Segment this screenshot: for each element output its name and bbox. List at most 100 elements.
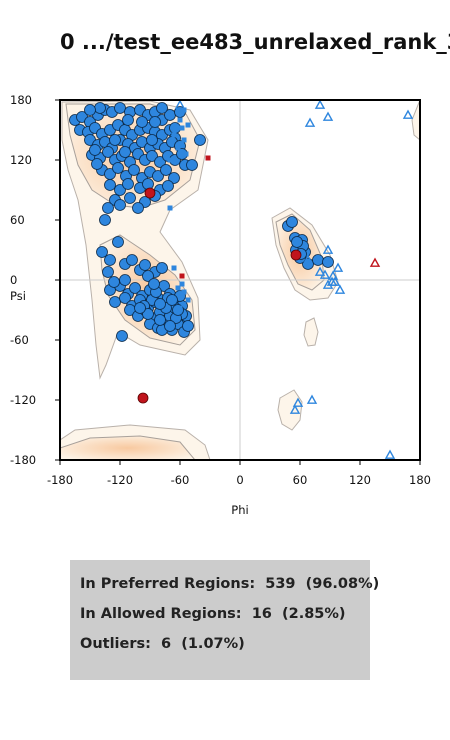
preferred-regions-stat: In Preferred Regions: 539 (96.08%) <box>80 576 380 592</box>
general-residue-point <box>286 216 298 228</box>
general-residue-point <box>102 266 114 278</box>
proline-point <box>173 159 179 165</box>
general-residue-point <box>114 199 126 211</box>
outlier-proline-point <box>179 273 185 279</box>
general-residue-point <box>119 292 131 304</box>
general-residue-point <box>89 144 101 156</box>
y-axis-label: Psi <box>10 289 26 303</box>
general-residue-point <box>312 254 324 266</box>
general-residue-point <box>96 246 108 258</box>
glycine-point <box>402 109 414 119</box>
general-residue-point <box>166 294 178 306</box>
general-residue-point <box>122 178 134 190</box>
glycine-point <box>174 100 186 109</box>
glycine-point <box>329 276 341 286</box>
general-residue-point <box>139 259 151 271</box>
x-tick-label: 120 <box>349 473 371 487</box>
general-residue-point <box>126 254 138 266</box>
general-residue-point <box>114 102 126 114</box>
general-residue-point <box>84 104 96 116</box>
proline-point <box>179 125 185 131</box>
x-axis-ticks: -180 -120 -60 0 60 120 180 <box>47 460 431 487</box>
general-residue-point <box>152 170 164 182</box>
y-tick-label: 0 <box>10 273 17 287</box>
general-residue-point <box>142 178 154 190</box>
general-residue-point <box>91 158 103 170</box>
proline-point <box>183 151 189 157</box>
outlier-point <box>290 249 302 261</box>
y-tick-label: 180 <box>10 93 32 107</box>
general-residue-point <box>142 270 154 282</box>
proline-point <box>179 281 185 287</box>
general-residue-point <box>109 296 121 308</box>
outlier-point <box>137 392 149 404</box>
data-points <box>69 100 414 459</box>
general-residue-point <box>160 164 172 176</box>
outliers-stat: Outliers: 6 (1.07%) <box>80 636 245 652</box>
general-residue-point <box>154 298 166 310</box>
ramachandran-plot: -180 -120 -60 0 60 120 180 180120600-60-120-18… <box>10 93 431 517</box>
general-residue-point <box>132 202 144 214</box>
glycine-point <box>304 117 316 127</box>
general-residue-point <box>162 180 174 192</box>
general-residue-point <box>136 116 148 128</box>
y-tick-label: -180 <box>10 453 36 467</box>
general-residue-point <box>134 302 146 314</box>
x-tick-label: -180 <box>47 473 73 487</box>
glycine-point <box>292 397 304 407</box>
general-residue-point <box>154 156 166 168</box>
general-residue-point <box>156 262 168 274</box>
general-residue-point <box>149 116 161 128</box>
proline-point <box>181 137 187 143</box>
general-residue-point <box>112 236 124 248</box>
general-residue-point <box>146 134 158 146</box>
general-residue-point <box>104 254 116 266</box>
general-residue-point <box>169 122 181 134</box>
glycine-point <box>322 244 334 254</box>
glycine-point <box>289 404 301 414</box>
general-residue-point <box>108 276 120 288</box>
glycine-point <box>314 266 326 276</box>
proline-point <box>181 289 187 295</box>
glycine-point <box>332 262 344 272</box>
general-residue-point <box>102 146 114 158</box>
allowed-regions-stat: In Allowed Regions: 16 (2.85%) <box>80 606 346 622</box>
general-residue-point <box>164 320 176 332</box>
general-residue-point <box>154 314 166 326</box>
outlier-glycine-point <box>369 257 381 267</box>
proline-point <box>175 285 181 291</box>
outlier-point <box>144 187 156 199</box>
general-residue-point <box>109 134 121 146</box>
y-tick-label: -120 <box>10 393 36 407</box>
proline-point <box>167 157 173 163</box>
x-tick-label: 60 <box>293 473 308 487</box>
general-residue-point <box>291 236 303 248</box>
proline-point <box>181 107 187 113</box>
general-residue-point <box>94 102 106 114</box>
general-residue-point <box>104 179 116 191</box>
proline-point <box>185 122 191 128</box>
glycine-point <box>334 284 346 294</box>
general-residue-point <box>156 102 168 114</box>
general-residue-point <box>99 214 111 226</box>
x-axis-label: Phi <box>231 503 248 517</box>
x-tick-label: -60 <box>171 473 190 487</box>
outlier-proline-point <box>205 155 211 161</box>
general-residue-point <box>114 184 126 196</box>
proline-point <box>177 305 183 311</box>
general-residue-point <box>194 134 206 146</box>
proline-point <box>171 265 177 271</box>
proline-point <box>175 145 181 151</box>
general-residue-point <box>128 164 140 176</box>
general-residue-point <box>119 274 131 286</box>
chart-title: 0 .../test_ee483_unrelaxed_rank_3 <box>60 30 450 54</box>
general-residue-point <box>146 150 158 162</box>
y-axis-ticks: 180 120 60 0 -60 -120 -180 <box>10 93 60 467</box>
y-tick-label: 60 <box>10 213 25 227</box>
glycine-point <box>322 279 334 289</box>
y-tick-label: 120 <box>10 153 32 167</box>
general-residue-point <box>116 330 128 342</box>
glycine-point <box>302 254 314 264</box>
general-residue-point <box>186 159 198 171</box>
stats-box: In Preferred Regions: 539 (96.08%) In Al… <box>70 560 379 680</box>
